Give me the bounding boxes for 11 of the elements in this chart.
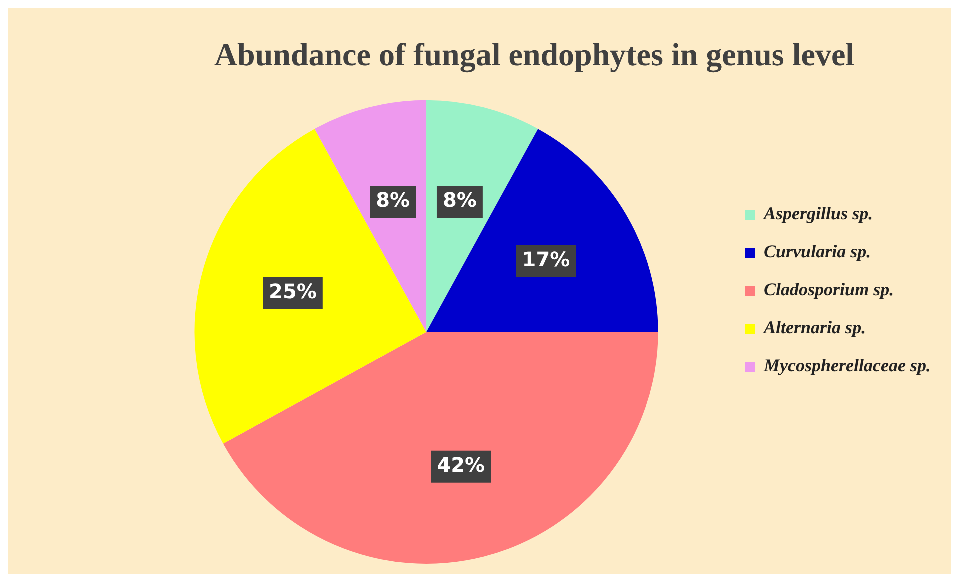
legend-label: Aspergillus sp. (763, 204, 874, 224)
legend-label: Cladosporium sp. (764, 280, 894, 300)
data-label: 8% (442, 188, 477, 212)
legend-label: Mycospherellaceae sp. (763, 356, 932, 376)
chart-title: Abundance of fungal endophytes in genus level (214, 36, 855, 74)
data-label: 42% (437, 453, 486, 478)
data-label: 8% (376, 188, 410, 212)
legend-label: Alternaria sp. (763, 318, 866, 338)
data-label: 17% (522, 248, 570, 272)
data-label: 25% (269, 280, 317, 304)
legend-label: Curvularia sp. (764, 242, 872, 262)
